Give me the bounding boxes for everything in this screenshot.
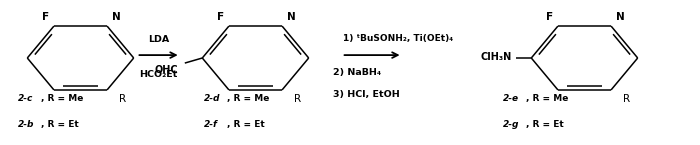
Text: 2-d: 2-d [204, 94, 221, 103]
Text: ClH₃N: ClH₃N [480, 52, 512, 61]
Text: N: N [112, 12, 120, 22]
Text: F: F [546, 12, 553, 22]
Text: , R = Et: , R = Et [526, 120, 564, 129]
Text: R: R [294, 94, 301, 104]
Text: , R = Et: , R = Et [41, 120, 78, 129]
Text: , R = Me: , R = Me [228, 94, 270, 103]
Text: 2-f: 2-f [204, 120, 218, 129]
Text: F: F [42, 12, 49, 22]
Text: 1) ᵗBuSONH₂, Ti(OEt)₄: 1) ᵗBuSONH₂, Ti(OEt)₄ [343, 35, 453, 44]
Text: 2-e: 2-e [503, 94, 519, 103]
Text: N: N [287, 12, 295, 22]
Text: R: R [623, 94, 630, 104]
Text: HCO₂Et: HCO₂Et [139, 70, 178, 79]
Text: 2-c: 2-c [18, 94, 33, 103]
Text: R: R [119, 94, 126, 104]
Text: N: N [616, 12, 624, 22]
Text: 2) NaBH₄: 2) NaBH₄ [333, 68, 382, 77]
Text: F: F [217, 12, 224, 22]
Text: 3) HCl, EtOH: 3) HCl, EtOH [333, 90, 400, 99]
Text: 2-b: 2-b [18, 120, 34, 129]
Text: , R = Me: , R = Me [526, 94, 568, 103]
Text: OHC: OHC [154, 65, 178, 75]
Text: , R = Et: , R = Et [228, 120, 265, 129]
Text: , R = Me: , R = Me [41, 94, 83, 103]
Text: LDA: LDA [148, 35, 169, 44]
Text: 2-g: 2-g [503, 120, 519, 129]
